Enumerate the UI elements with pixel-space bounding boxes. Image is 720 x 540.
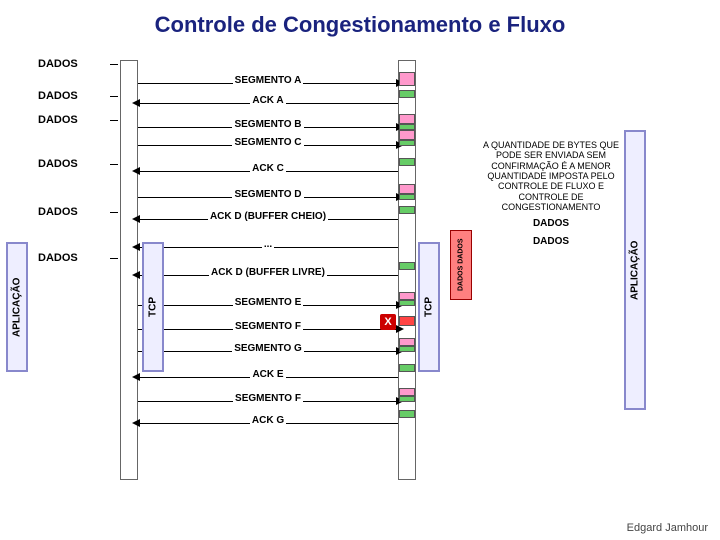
dados-input-label: DADOS	[38, 252, 108, 264]
dados-input-label: DADOS	[38, 58, 108, 70]
tcp-right-label: TCP	[420, 244, 438, 370]
buffer-cell	[399, 410, 415, 418]
segment-arrow: SEGMENTO F	[138, 392, 398, 410]
dados-input-label: DADOS	[38, 90, 108, 102]
buffer-cell	[399, 90, 415, 98]
buffer-cell	[399, 114, 415, 124]
ack-arrow: ACK D (BUFFER LIVRE)	[138, 266, 398, 284]
aplicacao-left-label: APLICAÇÃO	[8, 244, 26, 370]
buffer-cell	[399, 72, 415, 86]
buffer-cell	[399, 388, 415, 396]
tcp-right-box: TCP	[418, 242, 440, 372]
buffer-cell	[399, 262, 415, 270]
ack-arrow: ACK C	[138, 162, 398, 180]
message-label: SEGMENTO A	[233, 75, 304, 86]
packet-drop-marker: X	[380, 314, 396, 330]
message-label: SEGMENTO E	[233, 297, 304, 308]
buffer-cell	[399, 316, 415, 326]
dados-buffer-box: DADOS DADOS	[450, 230, 472, 300]
ack-arrow: ACK E	[138, 368, 398, 386]
buffer-cell	[399, 338, 415, 346]
diagram-area: APLICAÇÃO TCP TCP DADOS DADOS APLICAÇÃO …	[0, 50, 720, 510]
message-label: ACK A	[250, 95, 285, 106]
buffer-cell	[399, 158, 415, 166]
buffer-cell	[399, 140, 415, 146]
buffer-cell	[399, 346, 415, 352]
dados-out-label-2: DADOS	[476, 236, 626, 248]
dados-input-label: DADOS	[38, 114, 108, 126]
message-label: SEGMENTO D	[232, 189, 303, 200]
segment-arrow: SEGMENTO A	[138, 74, 398, 92]
buffer-cell	[399, 292, 415, 300]
message-label: ACK D (BUFFER CHEIO)	[208, 211, 328, 222]
author-credit: Edgard Jamhour	[627, 522, 708, 534]
aplicacao-right-label: APLICAÇÃO	[626, 132, 644, 408]
message-label: ACK G	[250, 415, 286, 426]
message-label: ACK E	[250, 369, 285, 380]
ack-arrow: ACK G	[138, 414, 398, 432]
dados-out-label-1: DADOS	[476, 218, 626, 230]
ack-arrow: ...	[138, 238, 398, 256]
message-label: SEGMENTO B	[232, 119, 303, 130]
message-label: SEGMENTO F	[233, 321, 303, 332]
message-label: SEGMENTO G	[232, 343, 304, 354]
segment-arrow: SEGMENTO C	[138, 136, 398, 154]
buffer-cell	[399, 130, 415, 140]
buffer-cell	[399, 184, 415, 194]
aplicacao-right-box: APLICAÇÃO	[624, 130, 646, 410]
aplicacao-left-box: APLICAÇÃO	[6, 242, 28, 372]
dados-buffer-label: DADOS DADOS	[451, 231, 471, 299]
ack-arrow: ACK D (BUFFER CHEIO)	[138, 210, 398, 228]
buffer-cell	[399, 194, 415, 200]
explanation-text: A QUANTIDADE DE BYTES QUE PODE SER ENVIA…	[476, 140, 626, 212]
buffer-cell	[399, 396, 415, 402]
buffer-cell	[399, 364, 415, 372]
segment-arrow: SEGMENTO F	[138, 320, 398, 338]
message-label: ACK C	[250, 163, 286, 174]
segment-arrow: SEGMENTO G	[138, 342, 398, 360]
message-label: SEGMENTO F	[233, 393, 303, 404]
ack-arrow: ACK A	[138, 94, 398, 112]
message-label: SEGMENTO C	[232, 137, 303, 148]
dados-input-label: DADOS	[38, 206, 108, 218]
page-title: Controle de Congestionamento e Fluxo	[0, 0, 720, 38]
left-timeline	[120, 60, 138, 480]
segment-arrow: SEGMENTO D	[138, 188, 398, 206]
explanation-panel: A QUANTIDADE DE BYTES QUE PODE SER ENVIA…	[476, 140, 626, 247]
buffer-cell	[399, 300, 415, 306]
segment-arrow: SEGMENTO B	[138, 118, 398, 136]
buffer-cell	[399, 206, 415, 214]
message-label: ...	[262, 239, 274, 250]
dados-input-label: DADOS	[38, 158, 108, 170]
message-label: ACK D (BUFFER LIVRE)	[209, 267, 327, 278]
segment-arrow: SEGMENTO E	[138, 296, 398, 314]
